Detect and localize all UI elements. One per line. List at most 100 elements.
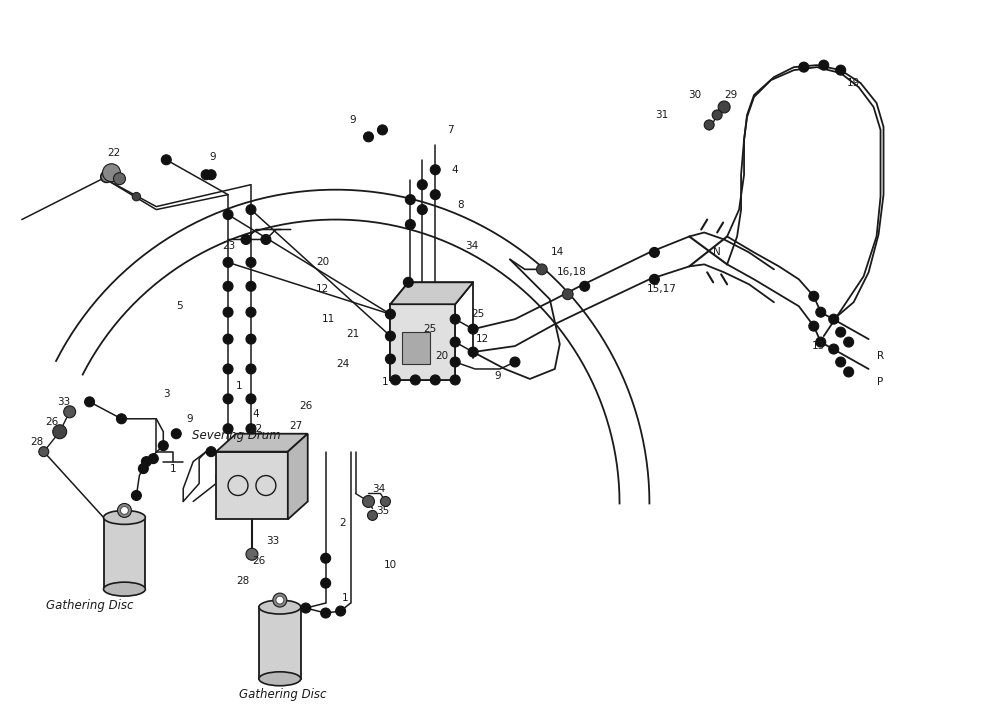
Text: 12: 12 bbox=[316, 285, 329, 294]
Circle shape bbox=[450, 375, 460, 385]
Text: 12: 12 bbox=[475, 334, 489, 344]
Ellipse shape bbox=[259, 600, 301, 614]
Ellipse shape bbox=[259, 672, 301, 686]
Text: 33: 33 bbox=[266, 536, 279, 547]
Circle shape bbox=[141, 457, 151, 466]
Circle shape bbox=[246, 364, 256, 374]
Circle shape bbox=[321, 608, 331, 618]
Circle shape bbox=[536, 264, 547, 274]
Circle shape bbox=[403, 277, 413, 287]
Circle shape bbox=[223, 364, 233, 374]
Circle shape bbox=[430, 165, 440, 174]
Text: Gathering Disc: Gathering Disc bbox=[46, 599, 133, 612]
Circle shape bbox=[101, 171, 112, 182]
Text: 1: 1 bbox=[236, 381, 242, 391]
Circle shape bbox=[171, 429, 181, 439]
Text: 32: 32 bbox=[249, 424, 263, 434]
Circle shape bbox=[321, 553, 331, 563]
Text: 34: 34 bbox=[465, 241, 479, 251]
Circle shape bbox=[246, 205, 256, 214]
Ellipse shape bbox=[104, 510, 145, 524]
Text: 10: 10 bbox=[384, 560, 397, 571]
Circle shape bbox=[704, 120, 714, 130]
Polygon shape bbox=[104, 518, 145, 589]
Circle shape bbox=[562, 289, 573, 300]
Circle shape bbox=[836, 357, 846, 367]
Circle shape bbox=[450, 337, 460, 347]
Circle shape bbox=[223, 307, 233, 317]
Circle shape bbox=[206, 447, 216, 457]
Text: 22: 22 bbox=[107, 148, 120, 158]
Circle shape bbox=[273, 593, 287, 607]
Circle shape bbox=[450, 314, 460, 324]
Circle shape bbox=[829, 344, 839, 354]
Circle shape bbox=[836, 327, 846, 337]
Circle shape bbox=[816, 307, 826, 317]
Text: 11: 11 bbox=[322, 314, 335, 324]
Circle shape bbox=[816, 337, 826, 347]
Circle shape bbox=[363, 495, 374, 508]
Text: 26: 26 bbox=[299, 401, 312, 411]
Circle shape bbox=[649, 274, 659, 285]
Text: 28: 28 bbox=[30, 437, 43, 447]
Circle shape bbox=[336, 606, 346, 616]
Circle shape bbox=[206, 169, 216, 180]
Circle shape bbox=[450, 357, 460, 367]
Circle shape bbox=[430, 375, 440, 385]
Text: 26: 26 bbox=[45, 417, 58, 426]
Text: 1: 1 bbox=[170, 463, 177, 473]
Circle shape bbox=[405, 219, 415, 230]
Polygon shape bbox=[390, 282, 473, 304]
Circle shape bbox=[120, 507, 128, 515]
Text: 33: 33 bbox=[57, 397, 70, 407]
Circle shape bbox=[580, 282, 590, 291]
Circle shape bbox=[103, 164, 120, 182]
Circle shape bbox=[799, 62, 809, 72]
Circle shape bbox=[101, 172, 112, 182]
Circle shape bbox=[131, 490, 141, 500]
Text: 7: 7 bbox=[447, 125, 454, 135]
Circle shape bbox=[321, 578, 331, 588]
Circle shape bbox=[223, 209, 233, 219]
Text: 9: 9 bbox=[349, 115, 356, 125]
Circle shape bbox=[385, 354, 395, 364]
Text: 5: 5 bbox=[176, 301, 183, 311]
Text: 20: 20 bbox=[436, 351, 449, 361]
Circle shape bbox=[649, 248, 659, 258]
Circle shape bbox=[85, 397, 95, 407]
Circle shape bbox=[390, 375, 400, 385]
Circle shape bbox=[468, 324, 478, 334]
Text: 24: 24 bbox=[336, 359, 349, 369]
Text: 25: 25 bbox=[471, 309, 485, 319]
Text: 30: 30 bbox=[688, 90, 701, 100]
Circle shape bbox=[385, 309, 395, 319]
Circle shape bbox=[223, 258, 233, 267]
Text: 1: 1 bbox=[342, 593, 349, 603]
Circle shape bbox=[417, 205, 427, 214]
Circle shape bbox=[844, 337, 854, 347]
Circle shape bbox=[223, 424, 233, 434]
Circle shape bbox=[241, 235, 251, 245]
Text: 34: 34 bbox=[372, 484, 385, 494]
Circle shape bbox=[117, 503, 131, 518]
Circle shape bbox=[829, 314, 839, 324]
Circle shape bbox=[819, 60, 829, 70]
Text: 29: 29 bbox=[724, 90, 738, 100]
Circle shape bbox=[246, 307, 256, 317]
Circle shape bbox=[148, 454, 158, 463]
Circle shape bbox=[64, 406, 76, 418]
Circle shape bbox=[380, 497, 390, 507]
Circle shape bbox=[364, 132, 373, 142]
Circle shape bbox=[405, 195, 415, 205]
Text: Severing Drum: Severing Drum bbox=[192, 429, 280, 442]
Circle shape bbox=[261, 235, 271, 245]
Circle shape bbox=[246, 548, 258, 560]
Bar bbox=[402, 332, 430, 364]
Text: 14: 14 bbox=[551, 248, 564, 258]
Text: 20: 20 bbox=[316, 258, 329, 267]
Text: 23: 23 bbox=[222, 241, 236, 251]
Circle shape bbox=[223, 394, 233, 404]
Circle shape bbox=[113, 173, 125, 185]
Text: 1: 1 bbox=[382, 377, 389, 387]
Text: 4: 4 bbox=[452, 165, 458, 174]
